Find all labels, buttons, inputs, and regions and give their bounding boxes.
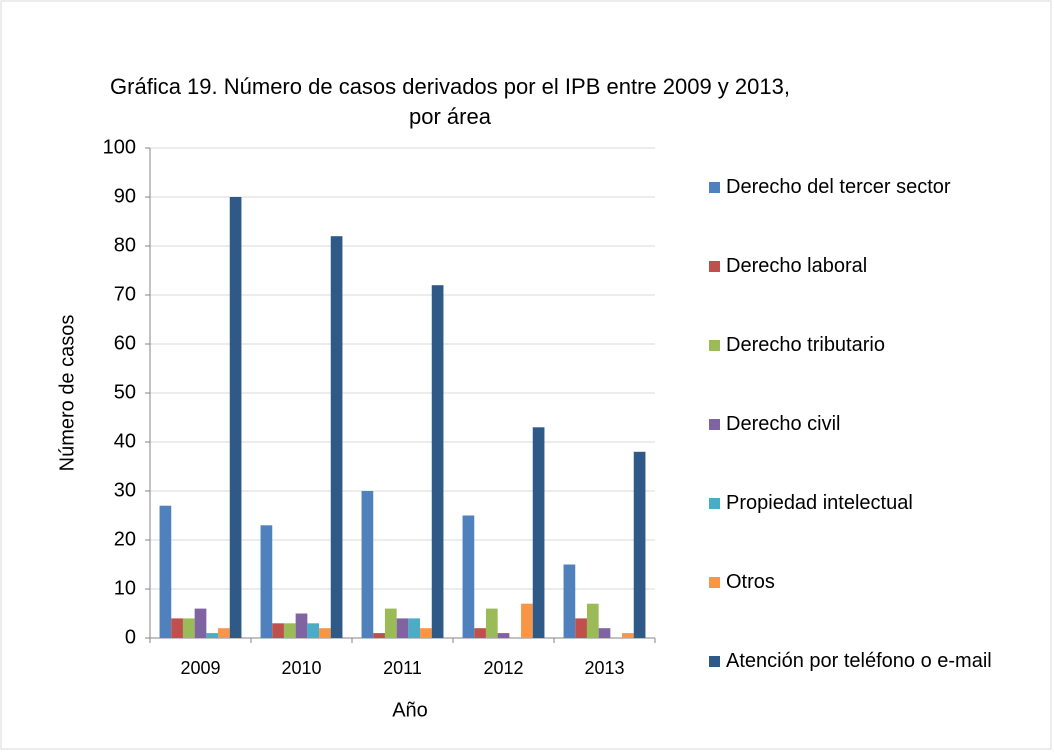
y-tick-label: 70 xyxy=(114,283,136,305)
bar xyxy=(171,618,183,638)
bar xyxy=(319,628,331,638)
y-axis-label: Número de casos xyxy=(56,315,78,472)
bar xyxy=(206,633,219,638)
x-tick-label: 2011 xyxy=(383,658,422,678)
legend-item: Otros xyxy=(705,568,1035,596)
y-tick-label: 0 xyxy=(125,626,136,648)
bar xyxy=(563,564,576,638)
x-tick-label: 2010 xyxy=(281,658,321,678)
bar xyxy=(431,285,444,638)
bar xyxy=(272,623,284,638)
bar xyxy=(361,491,374,638)
legend-label: Propiedad intelectual xyxy=(726,492,913,514)
legend-label: Derecho del tercer sector xyxy=(726,176,951,198)
bar xyxy=(408,618,421,638)
legend-label: Otros xyxy=(726,571,775,593)
legend-label: Derecho tributario xyxy=(726,334,885,356)
bar xyxy=(295,613,308,638)
x-tick-label: 2013 xyxy=(584,658,624,678)
bar xyxy=(485,608,498,638)
bar xyxy=(384,608,397,638)
bar xyxy=(633,451,646,638)
legend-label: Derecho civil xyxy=(726,413,841,435)
bar xyxy=(532,427,545,638)
y-tick-label: 80 xyxy=(114,234,136,256)
bar xyxy=(622,633,634,638)
legend-swatch xyxy=(709,498,720,509)
legend-swatch xyxy=(709,577,720,588)
bar xyxy=(474,628,486,638)
legend-swatch xyxy=(709,261,720,272)
y-tick-label: 50 xyxy=(114,381,136,403)
y-tick-label: 10 xyxy=(114,577,136,599)
legend-item: Atención por teléfono o e-mail xyxy=(705,647,1035,675)
legend-swatch xyxy=(709,182,720,193)
bar xyxy=(330,236,343,638)
bar xyxy=(182,618,195,638)
bar xyxy=(598,628,611,638)
bar xyxy=(521,603,533,638)
legend-item: Derecho laboral xyxy=(705,252,1035,280)
x-axis-label: Año xyxy=(392,699,428,721)
bar xyxy=(194,608,207,638)
bar xyxy=(218,628,230,638)
bar xyxy=(159,505,172,638)
bar xyxy=(373,633,385,638)
bar xyxy=(307,623,320,638)
x-tick-label: 2009 xyxy=(180,658,220,678)
legend-swatch xyxy=(709,340,720,351)
y-tick-label: 60 xyxy=(114,332,136,354)
legend-item: Derecho del tercer sector xyxy=(705,173,1035,201)
bar xyxy=(229,197,242,638)
bar xyxy=(283,623,296,638)
y-tick-label: 30 xyxy=(114,479,136,501)
bar xyxy=(586,603,599,638)
legend-swatch xyxy=(709,419,720,430)
y-tick-label: 90 xyxy=(114,185,136,207)
bar xyxy=(575,618,587,638)
legend-item: Propiedad intelectual xyxy=(705,489,1035,517)
legend-item: Derecho civil xyxy=(705,410,1035,438)
legend-item: Derecho tributario xyxy=(705,331,1035,359)
legend-swatch xyxy=(709,656,720,667)
y-tick-label: 20 xyxy=(114,528,136,550)
bar xyxy=(497,633,510,638)
legend-label: Atención por teléfono o e-mail xyxy=(726,650,992,672)
y-tick-label: 40 xyxy=(114,430,136,452)
bar xyxy=(462,515,475,638)
bar xyxy=(420,628,432,638)
bar xyxy=(260,525,273,638)
legend-label: Derecho laboral xyxy=(726,255,868,277)
y-tick-label: 100 xyxy=(103,136,136,158)
bar xyxy=(396,618,409,638)
chart-title: Gráfica 19. Número de casos derivados po… xyxy=(110,74,790,129)
x-tick-label: 2012 xyxy=(483,658,523,678)
